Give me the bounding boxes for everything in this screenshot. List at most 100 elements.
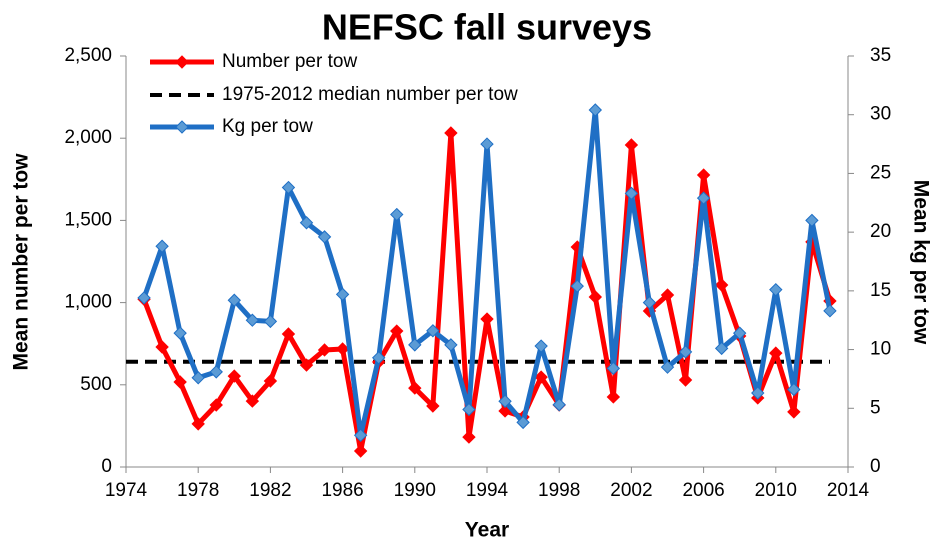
series-marker — [660, 360, 675, 374]
series-marker — [335, 287, 350, 302]
x-tick-label: 1994 — [466, 480, 509, 501]
series-marker — [732, 326, 747, 340]
series-marker — [462, 430, 476, 444]
series-marker — [751, 386, 765, 400]
series-marker — [317, 230, 332, 244]
series-marker — [480, 312, 494, 326]
series-marker — [408, 338, 422, 352]
series-marker — [191, 371, 205, 385]
y2-tick-label: 15 — [870, 280, 891, 301]
series-marker — [317, 343, 332, 357]
series-marker — [335, 342, 350, 356]
series-marker — [769, 346, 783, 360]
series-marker — [678, 373, 693, 387]
series-marker — [516, 415, 530, 430]
series-marker — [588, 290, 603, 304]
series-marker — [823, 304, 837, 318]
series-marker — [714, 341, 729, 356]
series-marker — [696, 191, 711, 205]
series-marker — [209, 398, 223, 412]
series-marker — [245, 313, 260, 327]
x-tick-label: 2010 — [755, 480, 797, 501]
x-tick-label: 1986 — [321, 480, 363, 501]
series-marker — [444, 338, 458, 352]
series-marker — [353, 444, 368, 458]
x-tick-label: 1978 — [177, 480, 219, 501]
y-tick-label: 1,500 — [64, 209, 112, 230]
series-marker — [534, 370, 548, 384]
series-marker — [642, 295, 657, 310]
x-tick-label: 1990 — [394, 480, 436, 501]
y2-tick-label: 0 — [870, 456, 881, 477]
series-marker — [426, 399, 440, 413]
y2-tick-label: 10 — [870, 339, 891, 360]
y2-tick-label: 20 — [870, 221, 891, 242]
series-marker — [696, 168, 711, 182]
legend-marker — [175, 120, 189, 134]
series-marker — [480, 137, 494, 151]
series-marker — [498, 394, 512, 408]
x-tick-label: 1974 — [105, 480, 148, 501]
x-tick-label: 1982 — [249, 480, 291, 501]
y2-tick-label: 35 — [870, 45, 891, 66]
series-marker — [660, 288, 675, 302]
series-marker — [787, 405, 801, 419]
series-marker — [281, 327, 296, 341]
series-marker — [263, 314, 278, 329]
series-marker — [462, 402, 476, 417]
series-marker — [787, 382, 801, 397]
series-marker — [624, 138, 639, 152]
series-marker — [281, 180, 296, 195]
series-marker — [299, 216, 314, 230]
series-marker — [624, 186, 639, 201]
x-axis-title: Year — [465, 519, 509, 542]
legend-marker — [175, 55, 189, 69]
y-axis-title: Mean number per tow — [10, 153, 33, 371]
series-marker — [588, 103, 603, 117]
series-marker — [245, 394, 260, 408]
x-tick-label: 1998 — [538, 480, 580, 501]
series-marker — [444, 126, 458, 140]
legend-label: Number per tow — [222, 51, 357, 72]
series-marker — [209, 365, 223, 379]
series-marker — [263, 374, 278, 388]
x-tick-label: 2002 — [610, 480, 652, 501]
series-marker — [426, 324, 440, 338]
y2-tick-label: 5 — [870, 397, 881, 418]
series-marker — [805, 213, 819, 228]
series-marker — [678, 345, 693, 359]
series-marker — [408, 381, 422, 395]
series-marker — [227, 369, 242, 383]
legend-label: 1975-2012 median number per tow — [222, 84, 518, 105]
series-marker — [390, 324, 404, 338]
series-marker — [606, 390, 621, 404]
series-marker — [714, 278, 729, 292]
series-marker — [155, 239, 169, 253]
x-tick-label: 2014 — [827, 480, 870, 501]
y-tick-label: 1,000 — [64, 292, 112, 313]
series-marker — [353, 428, 368, 443]
y-tick-label: 2,000 — [64, 127, 112, 148]
y2-tick-label: 25 — [870, 162, 891, 183]
series-marker — [191, 417, 205, 431]
y2-tick-label: 30 — [870, 104, 891, 125]
series-marker — [606, 361, 621, 376]
series-marker — [390, 207, 404, 222]
x-tick-label: 2006 — [682, 480, 724, 501]
y-tick-label: 2,500 — [64, 45, 112, 66]
y-tick-label: 500 — [80, 374, 112, 395]
series-line — [141, 107, 833, 438]
series-marker — [769, 282, 783, 297]
series-marker — [534, 339, 548, 353]
series-marker — [155, 340, 169, 354]
chart-title: NEFSC fall surveys — [322, 7, 652, 48]
series-marker — [173, 375, 187, 389]
legend-label: Kg per tow — [222, 116, 313, 137]
series-marker — [137, 291, 151, 305]
series-marker — [371, 351, 386, 365]
series-marker — [299, 358, 314, 372]
series-marker — [570, 279, 584, 293]
y2-axis-title: Mean kg per tow — [909, 180, 932, 345]
